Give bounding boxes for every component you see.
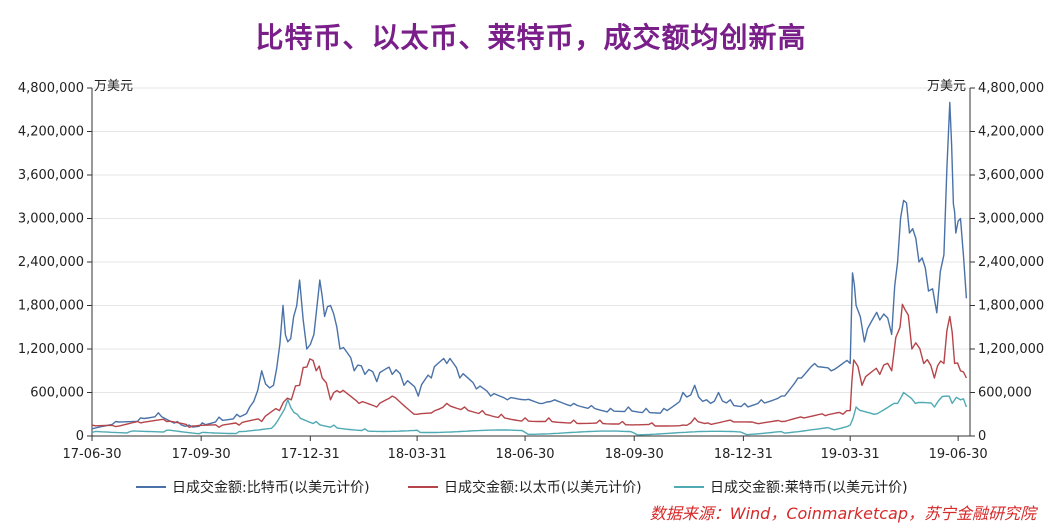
legend-label: 日成交金额:莱特币(以美元计价) [710,479,908,496]
right-tick-label: 0 [978,429,986,444]
series-lines [91,101,968,436]
x-tick-label: 19-03-31 [821,447,880,462]
left-tick-label: 4,800,000 [18,81,84,96]
right-tick-label: 4,800,000 [978,81,1044,96]
right-tick-label: 3,600,000 [978,168,1044,183]
series-line-1 [91,101,968,430]
right-tick-label: 2,400,000 [978,255,1044,270]
left-tick-label: 3,000,000 [18,212,84,227]
series-line-3 [91,391,968,436]
legend-label: 日成交金额:比特币(以美元计价) [172,479,370,496]
x-ticks: 17-06-30 17-09-30 17-12-31 18-03-31 18-06-30… [62,436,988,462]
left-y-ticks: 0 600,000 1,200,000 1,800,000 2,400,000 3,000… [18,81,92,444]
x-tick-label: 18-03-31 [388,447,447,462]
source-note: 数据来源：Wind，Coinmarketcap，苏宁金融研究院 [649,504,1036,523]
right-y-ticks: 0 600,000 1,200,000 1,800,000 2,400,000 3,000… [970,81,1044,444]
left-tick-label: 600,000 [30,386,84,401]
right-tick-label: 600,000 [978,386,1032,401]
legend: 日成交金额:比特币(以美元计价) 日成交金额:以太币(以美元计价) 日成交金额:莱特… [136,479,908,496]
right-tick-label: 1,200,000 [978,342,1044,357]
left-tick-label: 1,200,000 [18,342,84,357]
x-tick-label: 19-06-30 [929,447,988,462]
x-tick-label: 17-06-30 [62,447,121,462]
legend-label: 日成交金额:以太币(以美元计价) [444,479,642,496]
right-tick-label: 1,800,000 [978,299,1044,314]
x-tick-label: 18-06-30 [496,447,555,462]
left-tick-label: 4,200,000 [18,125,84,140]
left-tick-label: 1,800,000 [18,299,84,314]
series-line-2 [91,303,968,428]
x-tick-label: 17-12-31 [281,447,340,462]
chart-title: 比特币、以太币、莱特币，成交额均创新高 [255,21,807,54]
right-tick-label: 4,200,000 [978,125,1044,140]
left-tick-label: 3,600,000 [18,168,84,183]
left-y-unit: 万美元 [94,79,133,94]
x-tick-label: 18-09-30 [605,447,664,462]
right-tick-label: 3,000,000 [978,212,1044,227]
left-tick-label: 2,400,000 [18,255,84,270]
left-tick-label: 0 [76,429,84,444]
right-y-unit: 万美元 [927,79,966,94]
x-tick-label: 17-09-30 [172,447,231,462]
grid-lines [92,87,970,393]
x-tick-label: 18-12-31 [714,447,773,462]
